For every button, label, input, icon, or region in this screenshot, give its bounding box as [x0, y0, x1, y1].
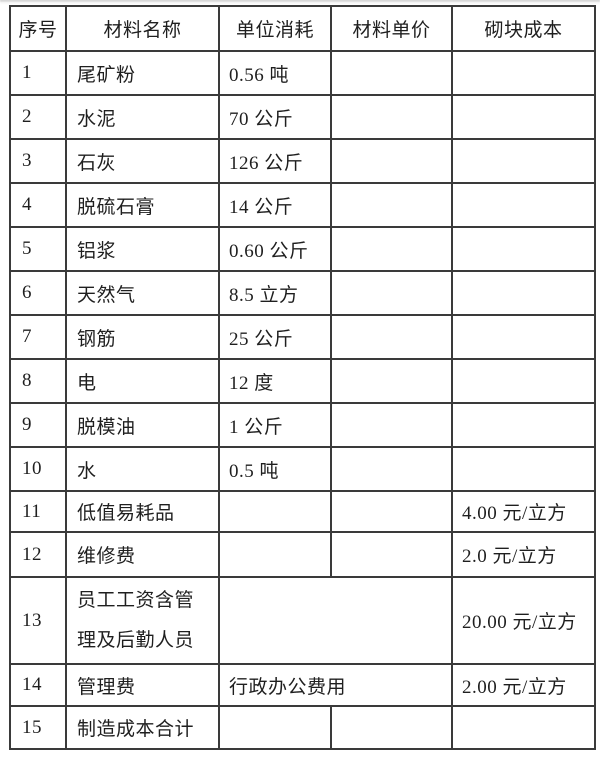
cell-material-name: 水泥	[65, 94, 220, 140]
cell-serial: 5	[9, 226, 67, 272]
cell-material-name: 维修费	[65, 531, 220, 578]
cell-block-cost	[451, 270, 596, 316]
cell-serial: 6	[9, 270, 67, 316]
cell-block-cost: 20.00 元/立方	[451, 576, 596, 665]
table-header-row: 序号 材料名称 单位消耗 材料单价 砌块成本	[9, 5, 596, 52]
cell-material-name: 水	[65, 446, 220, 492]
cell-serial: 3	[9, 138, 67, 184]
table-row: 8 电 12 度	[9, 358, 596, 404]
cell-material-price	[330, 402, 453, 448]
cell-material-name: 电	[65, 358, 220, 404]
column-header-serial: 序号	[9, 5, 67, 52]
cell-block-cost	[451, 94, 596, 140]
cell-block-cost	[451, 446, 596, 492]
cell-block-cost: 4.00 元/立方	[451, 490, 596, 533]
cell-material-price	[330, 531, 453, 578]
cell-material-price	[330, 270, 453, 316]
cell-serial: 15	[9, 705, 67, 750]
cell-material-price	[330, 138, 453, 184]
table-row: 14 管理费 行政办公费用 2.00 元/立方	[9, 663, 596, 707]
cell-unit-consumption: 8.5 立方	[218, 270, 332, 316]
cell-unit-consumption: 12 度	[218, 358, 332, 404]
cell-material-price	[330, 358, 453, 404]
cell-material-name: 天然气	[65, 270, 220, 316]
cell-serial: 10	[9, 446, 67, 492]
cell-material-name: 石灰	[65, 138, 220, 184]
cell-unit-consumption: 0.60 公斤	[218, 226, 332, 272]
table-row: 6 天然气 8.5 立方	[9, 270, 596, 316]
cell-material-price	[330, 50, 453, 96]
column-header-unit-consumption: 单位消耗	[218, 5, 332, 52]
cell-block-cost	[451, 358, 596, 404]
cell-material-name: 钢筋	[65, 314, 220, 360]
cell-serial: 2	[9, 94, 67, 140]
table-row: 3 石灰 126 公斤	[9, 138, 596, 184]
column-header-material-price: 材料单价	[330, 5, 453, 52]
cell-unit-consumption	[218, 490, 332, 533]
cell-serial: 12	[9, 531, 67, 578]
cell-serial: 8	[9, 358, 67, 404]
cell-unit-consumption: 14 公斤	[218, 182, 332, 228]
column-header-block-cost: 砌块成本	[451, 5, 596, 52]
cell-material-name: 尾矿粉	[65, 50, 220, 96]
cell-unit-consumption	[218, 531, 332, 578]
cell-block-cost	[451, 50, 596, 96]
cell-block-cost	[451, 314, 596, 360]
cell-material-name: 脱模油	[65, 402, 220, 448]
cell-material-price	[330, 314, 453, 360]
table-row: 5 铝浆 0.60 公斤	[9, 226, 596, 272]
cell-serial: 4	[9, 182, 67, 228]
cell-unit-consumption	[218, 705, 332, 750]
cell-unit-consumption: 70 公斤	[218, 94, 332, 140]
table-row: 15 制造成本合计	[9, 705, 596, 750]
table-row: 1 尾矿粉 0.56 吨	[9, 50, 596, 96]
cell-block-cost	[451, 182, 596, 228]
cell-serial: 14	[9, 663, 67, 707]
table-row: 13 员工工资含管理及后勤人员 20.00 元/立方	[9, 576, 596, 665]
cell-unit-consumption-merged	[218, 576, 453, 665]
cell-material-price	[330, 226, 453, 272]
cell-material-name: 制造成本合计	[65, 705, 220, 750]
cell-serial: 7	[9, 314, 67, 360]
cell-serial: 9	[9, 402, 67, 448]
table-row: 7 钢筋 25 公斤	[9, 314, 596, 360]
cell-unit-consumption: 1 公斤	[218, 402, 332, 448]
table-row: 4 脱硫石膏 14 公斤	[9, 182, 596, 228]
cell-serial: 1	[9, 50, 67, 96]
cell-block-cost	[451, 402, 596, 448]
table-row: 11 低值易耗品 4.00 元/立方	[9, 490, 596, 533]
material-cost-table: 序号 材料名称 单位消耗 材料单价 砌块成本 1 尾矿粉 0.56 吨 2 水泥…	[9, 5, 596, 750]
table-row: 10 水 0.5 吨	[9, 446, 596, 492]
cell-block-cost	[451, 705, 596, 750]
cell-block-cost	[451, 138, 596, 184]
cell-material-name: 员工工资含管理及后勤人员	[65, 576, 220, 665]
cell-material-name: 管理费	[65, 663, 220, 707]
cell-unit-consumption: 0.56 吨	[218, 50, 332, 96]
scan-artifact-top	[0, 0, 600, 4]
cell-material-name: 脱硫石膏	[65, 182, 220, 228]
table-row: 9 脱模油 1 公斤	[9, 402, 596, 448]
cell-serial: 13	[9, 576, 67, 665]
cell-material-price	[330, 182, 453, 228]
cell-material-price	[330, 490, 453, 533]
table-row: 2 水泥 70 公斤	[9, 94, 596, 140]
cell-unit-consumption: 0.5 吨	[218, 446, 332, 492]
cell-unit-consumption: 25 公斤	[218, 314, 332, 360]
cell-material-name: 低值易耗品	[65, 490, 220, 533]
cell-material-price	[330, 94, 453, 140]
column-header-material-name: 材料名称	[65, 5, 220, 52]
table-row: 12 维修费 2.0 元/立方	[9, 531, 596, 578]
cell-block-cost	[451, 226, 596, 272]
cell-serial: 11	[9, 490, 67, 533]
cell-material-name: 铝浆	[65, 226, 220, 272]
cell-unit-consumption-merged: 行政办公费用	[218, 663, 453, 707]
cell-block-cost: 2.00 元/立方	[451, 663, 596, 707]
cell-block-cost: 2.0 元/立方	[451, 531, 596, 578]
cell-material-price	[330, 705, 453, 750]
cell-material-price	[330, 446, 453, 492]
cell-unit-consumption: 126 公斤	[218, 138, 332, 184]
